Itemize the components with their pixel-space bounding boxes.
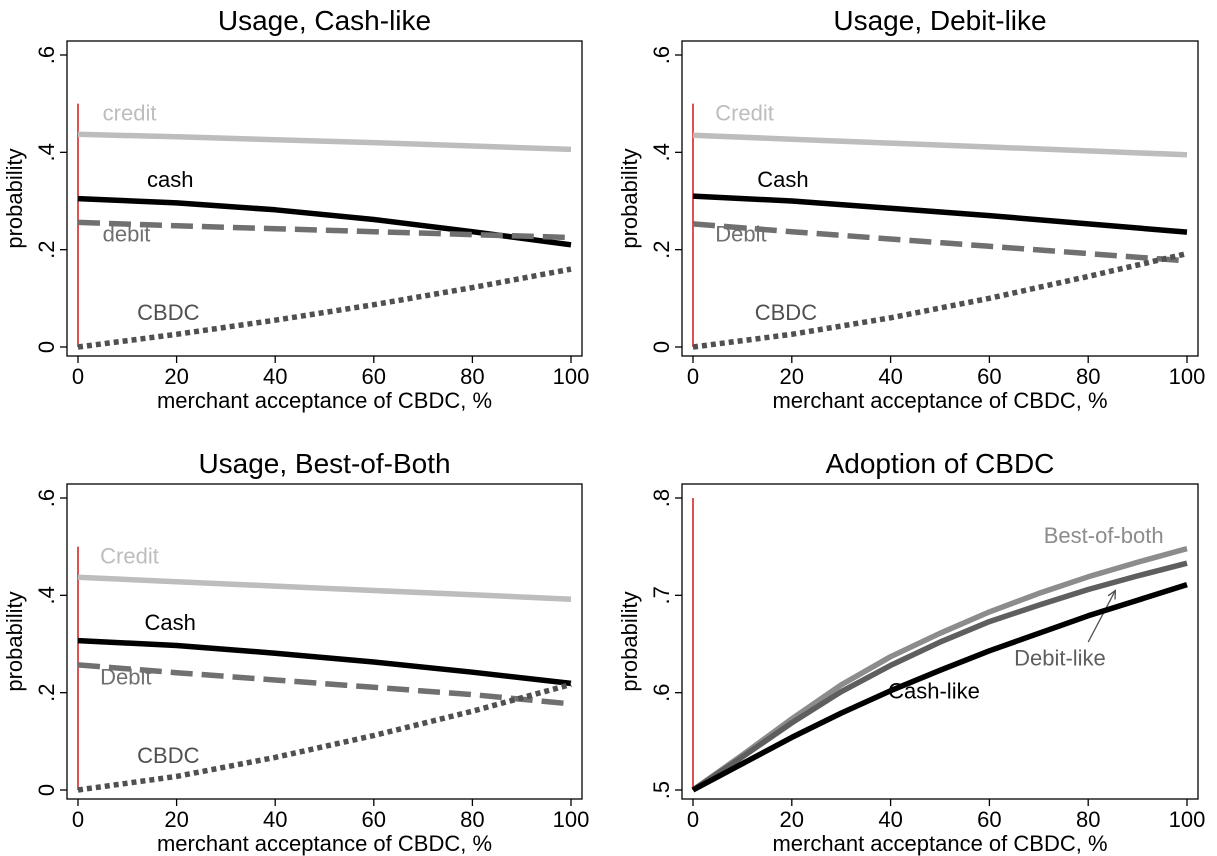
y-tick-label: .2 [34, 240, 59, 258]
series-line-debit [692, 221, 1188, 264]
series-label: debit [103, 221, 151, 246]
x-tick-label: 20 [780, 364, 804, 389]
x-tick-label: 100 [553, 364, 590, 389]
chart-panel-1: Usage, Cash-like 0 20 40 60 80 100 0 .2 .4 .6 merch… [2, 5, 589, 413]
y-tick-label: .4 [34, 586, 59, 604]
series-line-cash [77, 637, 572, 687]
chart-title: Usage, Debit-like [833, 5, 1046, 36]
plot-frame [681, 483, 1199, 800]
y-tick-label: .6 [649, 683, 674, 701]
series-label: Debit [715, 221, 766, 246]
plot-frame [66, 40, 583, 357]
x-tick-label: 0 [72, 807, 84, 832]
series-line-credit [77, 574, 572, 602]
x-tick-label: 60 [977, 807, 1001, 832]
x-tick-label: 40 [878, 364, 902, 389]
plot-frame [681, 40, 1199, 357]
y-axis-label: probability [617, 148, 642, 248]
y-tick-label: .5 [649, 781, 674, 799]
series-label: Debit [100, 664, 151, 689]
x-tick-label: 80 [460, 807, 484, 832]
chart-panel-2: Usage, Debit-like 0 20 40 60 80 100 0 .2 .4 .6 merc… [617, 5, 1205, 413]
y-tick-label: .6 [34, 489, 59, 507]
y-tick-label: .4 [34, 143, 59, 161]
y-tick-label: .4 [649, 143, 674, 161]
annotation-arrow [1087, 590, 1116, 643]
x-tick-label: 0 [72, 364, 84, 389]
y-axis-label: probability [2, 148, 27, 248]
series-label: CBDC [755, 300, 817, 325]
x-axis-label: merchant acceptance of CBDC, % [772, 388, 1107, 413]
y-tick-label: 0 [34, 784, 59, 796]
series-label: Cash [145, 610, 196, 635]
series-label: Credit [100, 544, 159, 569]
x-tick-label: 80 [1076, 364, 1100, 389]
y-tick-label: .2 [649, 240, 674, 258]
x-tick-label: 100 [1169, 807, 1206, 832]
annotation-arrow-head [1107, 589, 1117, 600]
series-label: Debit-like [1014, 645, 1106, 670]
series-line-credit [77, 131, 572, 153]
chart-panel-3: Usage, Best-of-Both 0 20 40 60 80 100 0 .2 .4 .6 me… [2, 448, 589, 856]
series-label: cash [147, 167, 193, 192]
chart-panel-4: Adoption of CBDC 0 20 40 60 80 100 .5 .6 .7 .8 merc… [617, 448, 1205, 856]
x-tick-label: 0 [687, 364, 699, 389]
series-label: credit [103, 101, 157, 126]
series-line-debit [77, 662, 572, 707]
series-label: Cash [757, 167, 808, 192]
series-line-cbdc [77, 266, 572, 350]
series-line-debit [77, 219, 572, 241]
x-tick-label: 0 [687, 807, 699, 832]
y-tick-label: .2 [34, 683, 59, 701]
chart-title: Usage, Cash-like [218, 5, 431, 36]
x-axis-label: merchant acceptance of CBDC, % [157, 388, 492, 413]
y-tick-label: .6 [34, 46, 59, 64]
x-tick-label: 40 [263, 807, 287, 832]
y-axis-label: probability [617, 591, 642, 691]
y-tick-label: 0 [649, 341, 674, 353]
x-tick-label: 60 [977, 364, 1001, 389]
series-label: Best-of-both [1044, 523, 1164, 548]
y-axis-label: probability [2, 591, 27, 691]
series-label: CBDC [137, 743, 199, 768]
x-axis-label: merchant acceptance of CBDC, % [772, 831, 1107, 856]
y-tick-label: .8 [649, 489, 674, 507]
x-tick-label: 20 [164, 807, 188, 832]
x-tick-label: 100 [1169, 364, 1206, 389]
x-tick-label: 20 [780, 807, 804, 832]
series-line-cbdc [77, 681, 572, 793]
series-label: Cash-like [888, 679, 980, 704]
x-axis-label: merchant acceptance of CBDC, % [157, 831, 492, 856]
chart-title: Usage, Best-of-Both [198, 448, 450, 479]
y-tick-label: .6 [649, 46, 674, 64]
series-line-cbdc [692, 250, 1188, 350]
series-line-credit [692, 132, 1188, 158]
x-tick-label: 80 [460, 364, 484, 389]
chart-title: Adoption of CBDC [826, 448, 1055, 479]
series-label: CBDC [137, 300, 199, 325]
x-tick-label: 40 [263, 364, 287, 389]
plot-frame [66, 483, 583, 800]
x-tick-label: 20 [164, 364, 188, 389]
x-tick-label: 100 [553, 807, 590, 832]
x-tick-label: 80 [1076, 807, 1100, 832]
y-tick-label: 0 [34, 341, 59, 353]
series-line-cash [692, 193, 1188, 235]
x-tick-label: 60 [362, 807, 386, 832]
series-line-cash-like [691, 581, 1188, 793]
y-tick-label: .7 [649, 586, 674, 604]
series-label: Credit [715, 101, 774, 126]
x-tick-label: 60 [362, 364, 386, 389]
x-tick-label: 40 [878, 807, 902, 832]
series-line-debit-like [691, 560, 1188, 793]
